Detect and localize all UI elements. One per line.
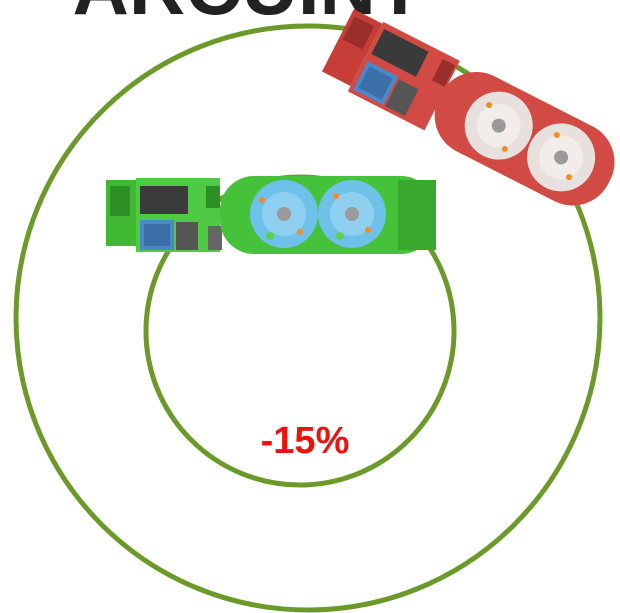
truck-outer-red — [322, 9, 615, 206]
reduction-percentage: -15% — [261, 420, 350, 462]
outer-turning-circle — [13, 23, 603, 613]
truck-inner-green — [106, 176, 436, 254]
